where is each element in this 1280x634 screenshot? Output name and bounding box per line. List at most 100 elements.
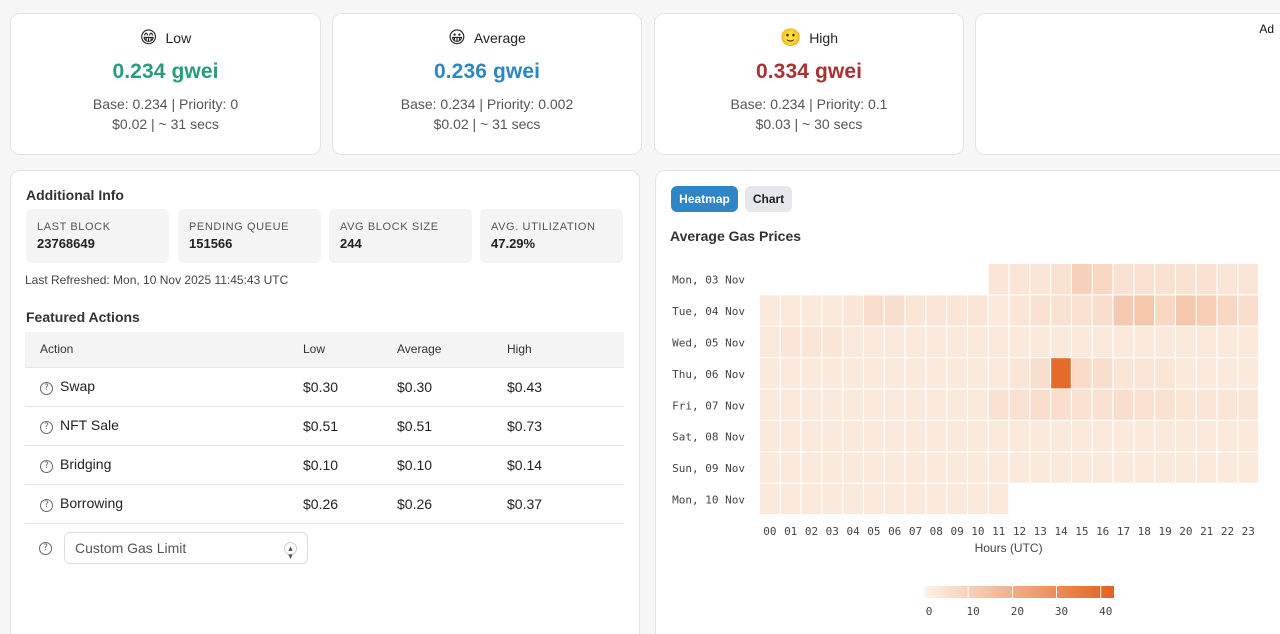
heatmap-cell: [1113, 264, 1134, 295]
heatmap-cell: [1030, 389, 1050, 420]
question-circle-icon[interactable]: ?: [40, 460, 53, 473]
heatmap-cell: [864, 452, 884, 483]
heatmap-cell: [1072, 452, 1092, 483]
action-name: Swap: [60, 378, 96, 394]
gas-card-low: 😁 Low 0.234 gwei Base: 0.234 | Priority: …: [10, 13, 321, 155]
stat-pending-queue: Pending Queue 151566: [178, 209, 321, 263]
colorbar-tick-label: 40: [1099, 605, 1112, 618]
heatmap-cell: [801, 483, 822, 514]
x-tick-label: 06: [888, 525, 901, 538]
heatmap-cell: [1176, 326, 1196, 357]
colorbar-tick-label: 30: [1055, 605, 1068, 618]
heatmap-cell: [1155, 295, 1175, 326]
stat-label: Last Block: [37, 221, 111, 233]
col-average: Average: [397, 342, 442, 357]
heatmap-cell: [1134, 421, 1154, 452]
question-circle-icon[interactable]: ?: [40, 421, 53, 434]
heatmap-cell: [1155, 358, 1175, 389]
heatmap-cell: [905, 295, 926, 326]
x-tick-label: 20: [1179, 525, 1192, 538]
tab-heatmap[interactable]: Heatmap: [671, 186, 738, 212]
heatmap-cell: [760, 483, 780, 514]
cell-average: $0.26: [397, 483, 507, 523]
heatmap-cell: [780, 452, 801, 483]
heatmap-cell: [1238, 452, 1258, 483]
cell-low: $0.10: [303, 444, 397, 484]
heatmap-cell: [988, 326, 1009, 357]
table-row: ? Swap $0.30 $0.30 $0.43: [25, 366, 624, 406]
heatmap-cell: [1030, 452, 1050, 483]
heatmap-cell: [947, 389, 967, 420]
heatmap-cell: [1072, 264, 1092, 295]
stat-label: Avg Block Size: [340, 221, 439, 233]
col-low: Low: [303, 342, 326, 357]
x-tick-label: 13: [1034, 525, 1047, 538]
heatmap-cell: [884, 295, 905, 326]
heatmap-cell: [1092, 452, 1113, 483]
x-tick-label: 16: [1096, 525, 1109, 538]
question-circle-icon[interactable]: ?: [39, 541, 52, 555]
x-tick-label: 22: [1221, 525, 1234, 538]
heatmap-cell: [1217, 421, 1238, 452]
heatmap-cell: [884, 389, 905, 420]
action-name: Borrowing: [60, 495, 124, 511]
stat-avg-utilization: Avg. Utilization 47.29%: [480, 209, 623, 263]
heatmap-cell: [1217, 295, 1238, 326]
custom-gas-limit-input[interactable]: Custom Gas Limit ▴ ▾: [64, 532, 308, 564]
heatmap-cell: [926, 389, 946, 420]
heatmap-cell: [1176, 452, 1196, 483]
colorbar-tick-label: 0: [926, 605, 933, 618]
heatmap-chart: Mon, 03 Nov Tue, 04 Nov Wed, 05 Nov Thu, 06…: [672, 264, 1258, 618]
x-tick-label: 09: [950, 525, 963, 538]
heatmap-cell: [926, 358, 946, 389]
heatmap-cell: [905, 452, 926, 483]
cell-low: $0.30: [303, 366, 397, 406]
featured-actions-title: Featured Actions: [26, 309, 140, 325]
heatmap-cell: [1196, 264, 1217, 295]
heatmap-cell: [1113, 421, 1134, 452]
table-row: ? NFT Sale $0.51 $0.51 $0.73: [25, 405, 624, 445]
heatmap-cell: [968, 326, 988, 357]
heatmap-cell: [1051, 264, 1071, 295]
col-high: High: [507, 342, 532, 357]
heatmap-cell: [1134, 389, 1154, 420]
heatmap-cell: [1072, 389, 1092, 420]
heatmap-cell: [822, 421, 842, 452]
stepper-arrows-icon[interactable]: ▴ ▾: [284, 541, 297, 560]
question-circle-icon[interactable]: ?: [40, 499, 53, 512]
heatmap-cell: [1217, 452, 1238, 483]
heatmap-cell: [947, 421, 967, 452]
heatmap-cell: [988, 264, 1009, 295]
action-name: NFT Sale: [60, 417, 119, 433]
heatmap-cell: [1092, 389, 1113, 420]
ad-card[interactable]: Ad: [975, 13, 1280, 155]
stat-label: Pending Queue: [189, 221, 290, 233]
cell-average: $0.51: [397, 405, 507, 445]
heatmap-cell: [864, 326, 884, 357]
heatmap-cell: [947, 295, 967, 326]
y-tick-label: Mon, 10 Nov: [672, 494, 745, 507]
cost-time: $0.03 | ~ 30 secs: [755, 116, 863, 132]
question-circle-icon[interactable]: ?: [40, 382, 53, 395]
x-tick-label: 03: [826, 525, 839, 538]
tab-chart[interactable]: Chart: [745, 186, 792, 212]
x-tick-label: 15: [1075, 525, 1088, 538]
heatmap-cell: [1009, 358, 1030, 389]
heatmap-cell: [760, 358, 780, 389]
y-tick-label: Mon, 03 Nov: [672, 274, 745, 287]
heatmap-cell: [780, 389, 801, 420]
heatmap-cell: [1051, 358, 1071, 389]
y-tick-label: Sun, 09 Nov: [672, 462, 745, 475]
cell-high: $0.37: [507, 483, 624, 523]
heatmap-cell: [905, 358, 926, 389]
heatmap-cell: [947, 358, 967, 389]
heatmap-cell: [1092, 295, 1113, 326]
heatmap-cell: [1176, 295, 1196, 326]
slight-smile-emoji-icon: 🙂: [780, 28, 802, 47]
heatmap-cell: [1113, 358, 1134, 389]
heatmap-cell: [947, 483, 967, 514]
heatmap-cell: [1196, 452, 1217, 483]
heatmap-cell: [1092, 326, 1113, 357]
gas-card-label: High: [809, 29, 838, 46]
table-row: ? Borrowing $0.26 $0.26 $0.37: [25, 483, 624, 523]
